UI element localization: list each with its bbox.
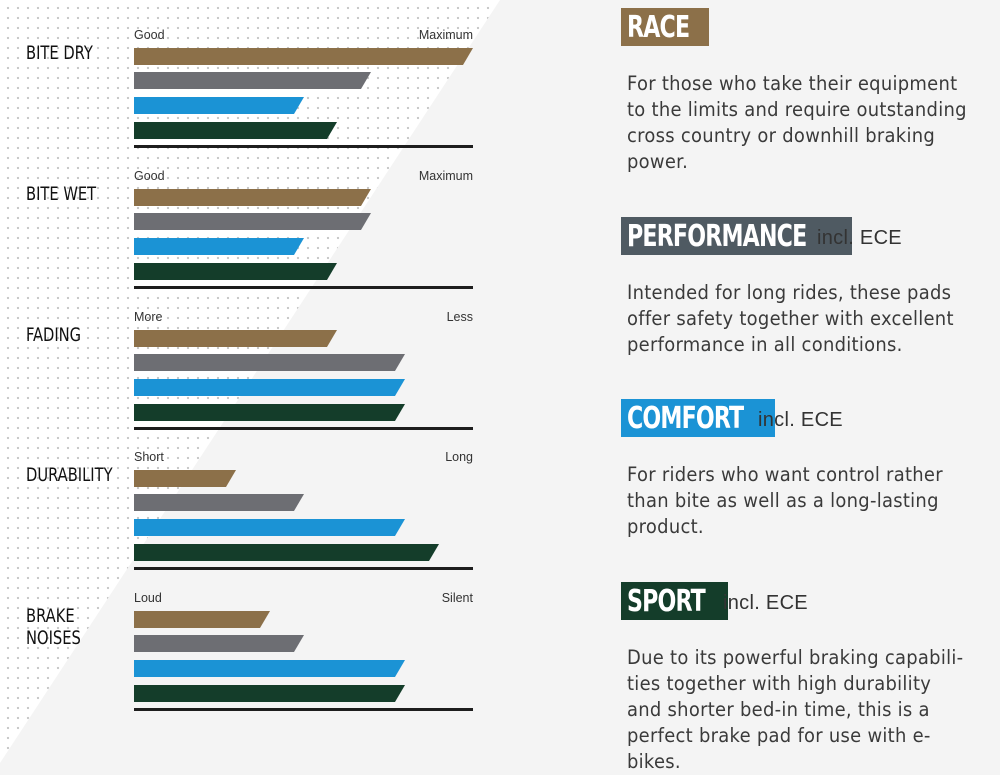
performance-description: Intended for long rides, these pads offe… — [627, 281, 954, 356]
legend-entry-sport: SPORT incl. ECE Due to its powerful brak… — [621, 582, 996, 773]
performance-ece: incl. ECE — [817, 227, 902, 249]
comfort-tag-label: COMFORT — [627, 401, 744, 436]
comfort-description: For riders who want control rather than … — [627, 463, 943, 538]
bar-performance — [134, 354, 405, 371]
scale-low-label: Good — [134, 28, 165, 42]
bar-performance — [134, 494, 304, 511]
bar-comfort — [134, 97, 304, 114]
bar-race — [134, 48, 473, 65]
bar-comfort — [134, 519, 405, 536]
bar-comfort — [134, 660, 405, 677]
bar-performance — [134, 635, 304, 652]
scale-high-label: Long — [445, 450, 473, 464]
sport-ece: incl. ECE — [723, 592, 808, 614]
brake-pad-comparison-chart: BITE DRY Good Maximum BITE WET Good Maximum FA… — [0, 0, 500, 763]
scale-high-label: Silent — [441, 591, 473, 605]
baseline — [134, 145, 473, 148]
bar-sport — [134, 685, 405, 702]
comfort-tag: COMFORT — [621, 399, 775, 437]
legend-entry-performance: PERFORMANCE incl. ECE Intended for long … — [621, 217, 996, 356]
bar-sport — [134, 404, 405, 421]
bar-race — [134, 611, 270, 628]
performance-tag: PERFORMANCE — [621, 217, 852, 255]
baseline — [134, 567, 473, 570]
bar-performance — [134, 72, 371, 89]
sport-tag-label: SPORT — [627, 584, 706, 619]
baseline — [134, 708, 473, 711]
bar-race — [134, 189, 371, 206]
scale-high-label: Maximum — [418, 28, 473, 42]
metric-label: DURABILITY — [26, 464, 113, 486]
comfort-ece: incl. ECE — [758, 409, 843, 431]
scale-low-label: Loud — [134, 591, 162, 605]
scale-low-label: Good — [134, 169, 165, 183]
bar-sport — [134, 122, 337, 139]
metric-label: BITE WET — [26, 183, 97, 205]
bar-sport — [134, 263, 337, 280]
bar-comfort — [134, 379, 405, 396]
baseline — [134, 427, 473, 430]
metric-label: BRAKE NOISES — [26, 605, 81, 649]
sport-description: Due to its powerful braking capabili-tie… — [627, 646, 964, 773]
metric-label: BITE DRY — [26, 42, 93, 64]
scale-high-label: Less — [446, 310, 473, 324]
legend-entry-comfort: COMFORT incl. ECE For riders who want co… — [621, 399, 996, 538]
baseline — [134, 286, 473, 289]
race-description: For those who take their equipment to th… — [627, 72, 967, 173]
scale-low-label: Short — [134, 450, 164, 464]
bar-comfort — [134, 238, 304, 255]
scale-low-label: More — [134, 310, 163, 324]
legend-entry-race: RACE For those who take their equipment … — [621, 8, 996, 173]
metric-label: FADING — [26, 324, 82, 346]
performance-tag-label: PERFORMANCE — [627, 219, 807, 254]
sport-tag: SPORT — [621, 582, 729, 620]
race-tag: RACE — [621, 8, 709, 46]
bar-race — [134, 330, 337, 347]
race-tag-label: RACE — [627, 10, 690, 45]
bar-performance — [134, 213, 371, 230]
scale-high-label: Maximum — [418, 169, 473, 183]
bar-race — [134, 470, 236, 487]
bar-sport — [134, 544, 439, 561]
